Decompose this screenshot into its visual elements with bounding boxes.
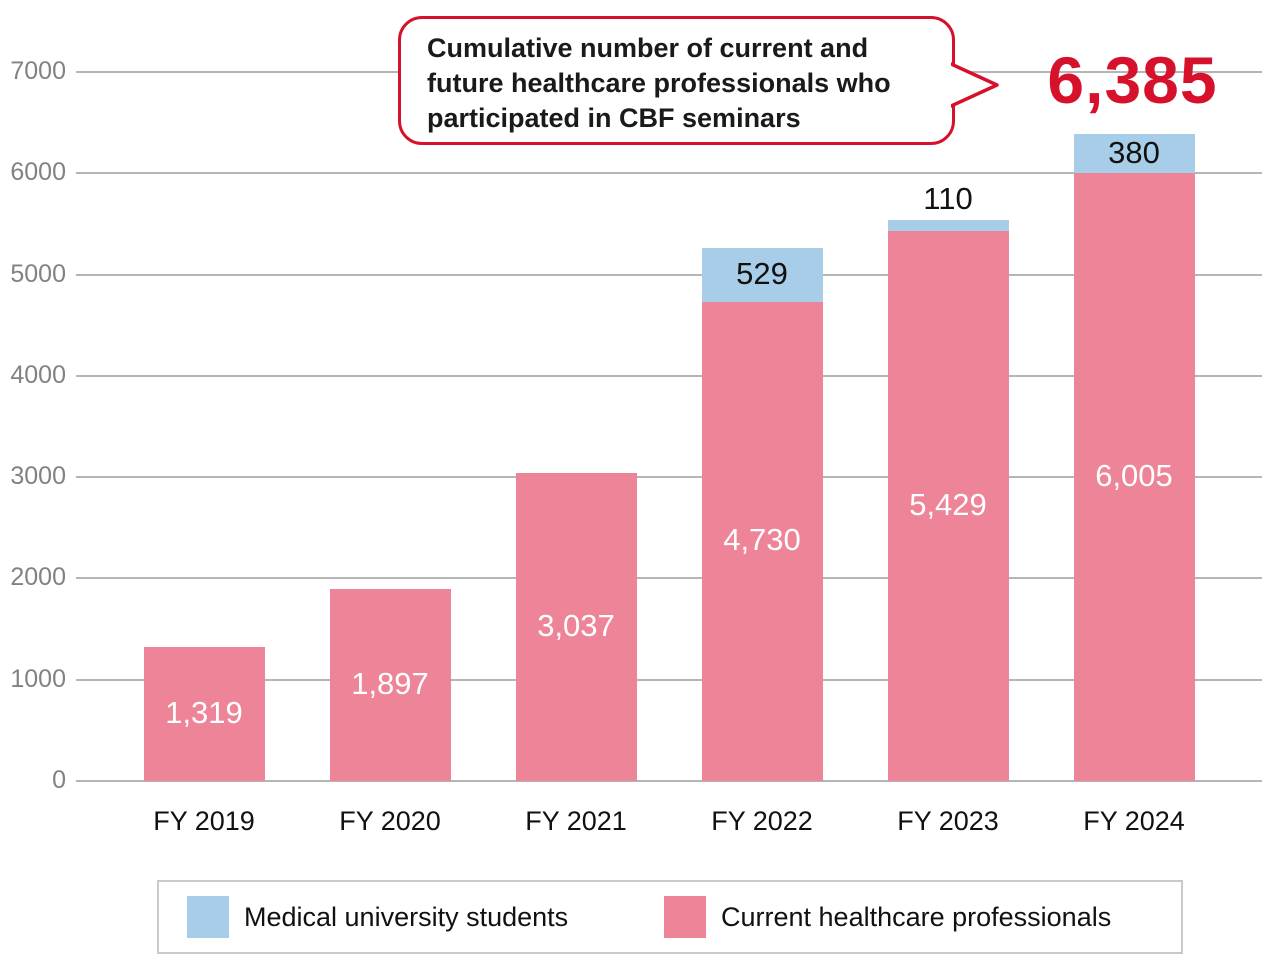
bar-value-professionals-fy-2022: 4,730	[723, 522, 801, 558]
y-axis-tick-4000: 4000	[10, 360, 66, 389]
bar-value-professionals-fy-2020: 1,897	[351, 665, 429, 701]
legend-swatch-students	[187, 896, 229, 938]
bar-professionals-fy-2022	[701, 301, 823, 781]
bar-value-students-fy-2024: 380	[1108, 134, 1160, 170]
legend-label-students: Medical university students	[244, 901, 569, 932]
x-axis-label-fy-2020: FY 2020	[339, 806, 441, 836]
x-axis-label-fy-2023: FY 2023	[897, 806, 999, 836]
legend-label-professionals: Current healthcare professionals	[721, 901, 1112, 932]
bar-students-fy-2022	[701, 248, 823, 302]
y-axis-tick-0: 0	[52, 766, 66, 794]
total-highlight-value: 6,385	[1047, 43, 1218, 117]
x-axis-label-fy-2022: FY 2022	[711, 806, 813, 836]
legend-item-students: Medical university students	[187, 882, 568, 952]
callout-line-1: Cumulative number of current and	[427, 33, 869, 63]
bar-professionals-fy-2020	[329, 588, 451, 781]
callout-line-3: participated in CBF seminars	[427, 103, 801, 133]
x-axis-label-fy-2024: FY 2024	[1083, 806, 1185, 836]
chart-title-callout: Cumulative number of current and future …	[398, 16, 955, 145]
y-axis-tick-2000: 2000	[10, 563, 66, 592]
gridline-2000	[76, 577, 1262, 580]
gridline-6000	[76, 172, 1262, 175]
bar-value-professionals-fy-2023: 5,429	[909, 487, 987, 523]
bar-professionals-fy-2023	[887, 231, 1009, 781]
gridline-1000	[76, 678, 1262, 681]
legend: Medical university students Current heal…	[157, 880, 1183, 954]
bar-students-fy-2024	[1073, 134, 1195, 173]
x-axis-label-fy-2019: FY 2019	[153, 806, 255, 836]
bar-professionals-fy-2024	[1073, 172, 1195, 781]
bar-value-professionals-fy-2024: 6,005	[1095, 457, 1173, 493]
gridline-3000	[76, 476, 1262, 479]
bar-value-professionals-fy-2019: 1,319	[165, 695, 243, 731]
bar-professionals-fy-2019	[143, 647, 265, 781]
bar-value-students-fy-2022: 529	[736, 256, 788, 292]
callout-line-2: future healthcare professionals who	[427, 68, 891, 98]
legend-swatch-professionals	[664, 896, 706, 938]
legend-item-professionals: Current healthcare professionals	[664, 882, 1111, 952]
y-axis-tick-1000: 1000	[10, 664, 66, 693]
y-axis-tick-7000: 7000	[10, 57, 66, 85]
bar-value-students-fy-2023: 110	[923, 180, 973, 216]
y-axis-tick-5000: 5000	[10, 259, 66, 288]
bar-students-fy-2023	[887, 219, 1009, 232]
gridline-4000	[76, 374, 1262, 377]
y-axis-tick-6000: 6000	[10, 158, 66, 187]
callout-tail-pointer	[951, 62, 999, 108]
bar-professionals-fy-2021	[515, 473, 637, 781]
bar-value-professionals-fy-2021: 3,037	[537, 608, 615, 644]
y-axis-tick-3000: 3000	[10, 462, 66, 491]
gridline-0	[76, 780, 1262, 782]
gridline-5000	[76, 273, 1262, 276]
x-axis-label-fy-2021: FY 2021	[525, 806, 627, 836]
